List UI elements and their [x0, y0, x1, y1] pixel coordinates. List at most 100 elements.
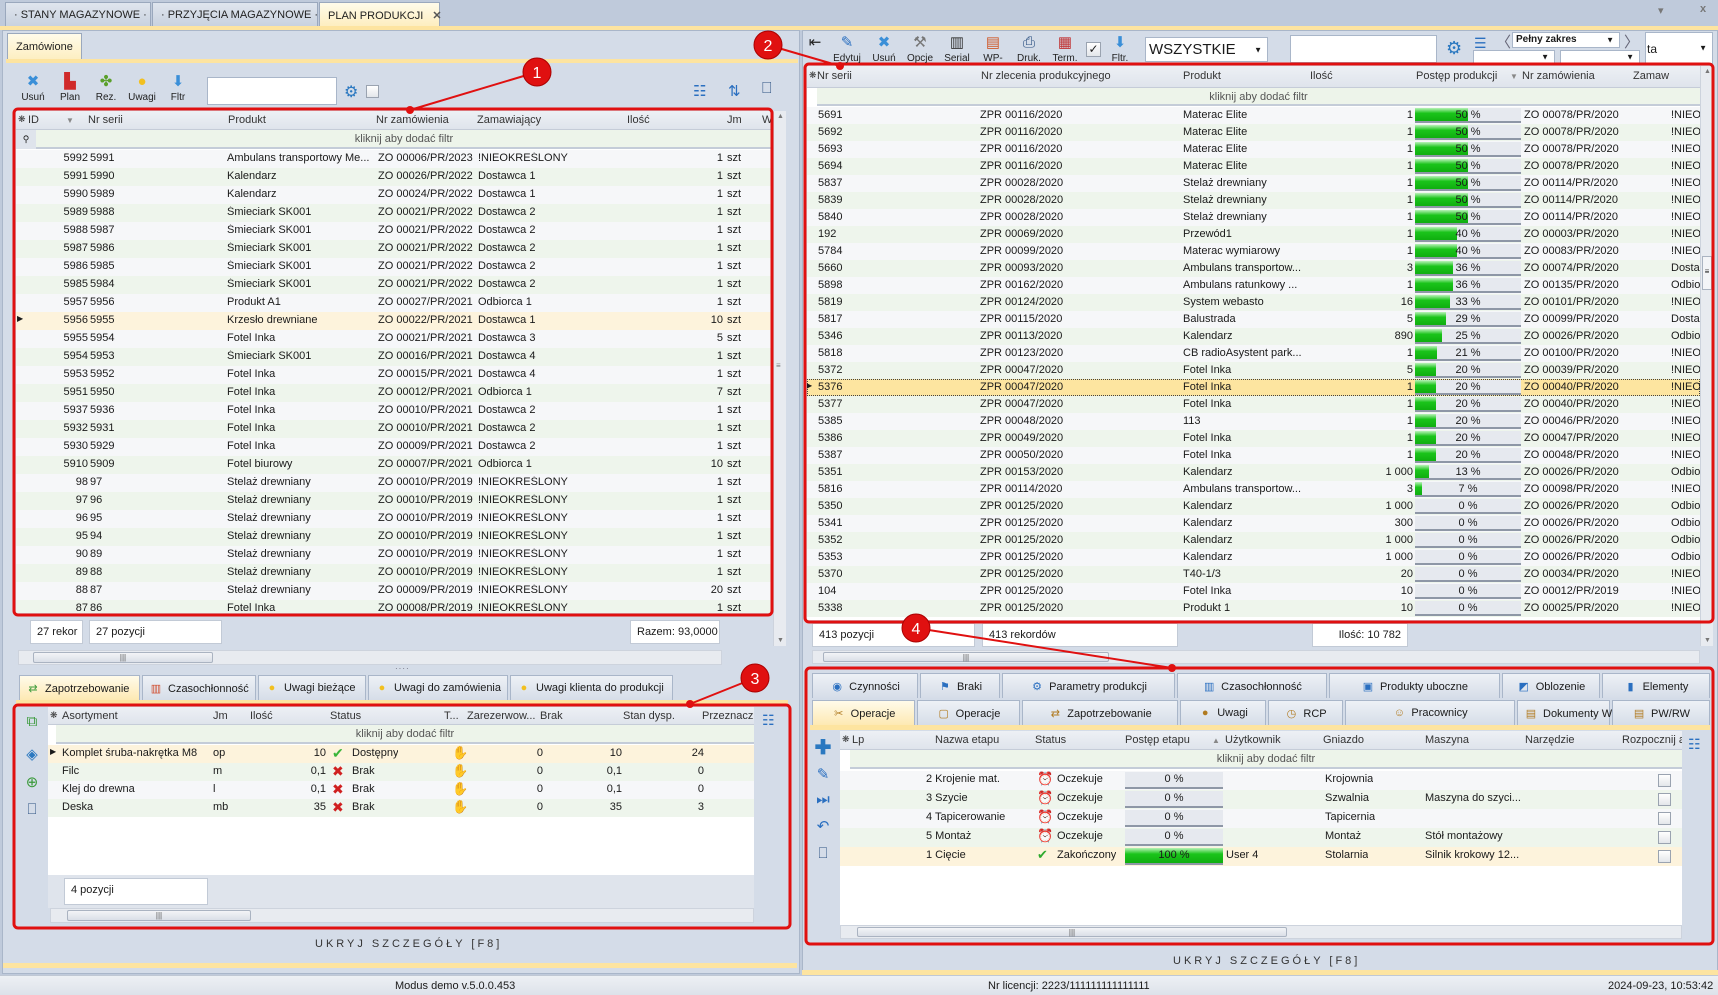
table-row[interactable]: ▶ 5956 5955 Krzesło drewniane ZO 00022/PR/20… — [16, 312, 772, 330]
start-checkbox[interactable] — [1658, 812, 1671, 825]
table-row[interactable]: 5691 ZPR 00116/2020 Materac Elite 1 50 % ZO 0… — [807, 107, 1700, 124]
start-checkbox[interactable] — [1658, 831, 1671, 844]
column-header[interactable]: Produkt — [228, 114, 266, 126]
filter-checkbox[interactable]: ✓ — [1086, 42, 1101, 57]
column-header[interactable]: Nr zlecenia produkcyjnego — [981, 70, 1111, 82]
table-row[interactable]: 5957 5956 Produkt A1 ZO 00027/PR/2021 Odbior… — [16, 294, 772, 312]
column-header[interactable]: Zamaw — [1633, 70, 1670, 82]
column-header[interactable]: Status — [330, 710, 362, 722]
column-header[interactable]: W — [762, 114, 772, 126]
table-row[interactable]: 5837 ZPR 00028/2020 Stelaż drewniany 1 50 % Z… — [807, 175, 1700, 192]
next-range-button[interactable]: 〉 — [1624, 34, 1640, 51]
table-row[interactable]: 5989 5988 Śmieciark SK001 ZO 00021/PR/2022 D… — [16, 204, 772, 222]
tab-uwagi-klienta-do-produkcji[interactable]: ● Uwagi klienta do produkcji — [510, 675, 673, 700]
hide-details-button[interactable]: UKRYJ SZCZEGÓŁY [F8] — [315, 938, 503, 950]
table-row[interactable]: 5784 ZPR 00099/2020 Materac wymiarowy 1 40 %… — [807, 243, 1700, 260]
column-header[interactable]: Nr zamówienia — [1522, 70, 1595, 82]
add-document-icon[interactable]: ⊕ — [25, 774, 39, 791]
toolbar-button-fltr[interactable]: ⬇ Fltr. — [1103, 33, 1137, 64]
toolbar-button-plan[interactable]: ▙ Plan — [53, 72, 87, 103]
table-row[interactable]: 192 ZPR 00069/2020 Przewód1 1 40 % ZO 00003/P… — [807, 226, 1700, 243]
table-row[interactable]: 5353 ZPR 00125/2020 Kalendarz 1 000 0 % ZO 00… — [807, 549, 1700, 566]
list-settings-icon[interactable]: ☷ — [693, 83, 707, 100]
doc-tab-przyjecia-magazynowe[interactable]: · PRZYJĘCIA MAGAZYNOWE · — [152, 2, 318, 26]
table-row[interactable]: 3 Szycie ⏰ Oczekuje 0 % Szwalnia Maszyna do s… — [840, 790, 1682, 809]
toolbar-button-edytuj[interactable]: ✎ Edytuj — [830, 33, 864, 64]
filter-row[interactable]: kliknij aby dodać filtr — [56, 725, 754, 744]
toolbar-button-term[interactable]: ▦ Term. — [1048, 33, 1082, 64]
column-header[interactable]: Zamawiający — [477, 114, 542, 126]
status-select[interactable]: WSZYSTKIE ▼ — [1145, 37, 1268, 62]
toolbar-button-usuń[interactable]: ✖ Usuń — [16, 72, 50, 103]
column-header[interactable]: Narzędzie — [1525, 734, 1575, 746]
column-header[interactable]: Maszyna — [1425, 734, 1470, 746]
group-icon[interactable]: ☰ — [1474, 35, 1487, 51]
table-row[interactable]: 5992 5991 Ambulans transportowy Me... ZO 00… — [16, 150, 772, 168]
column-header[interactable]: Lp — [852, 734, 865, 746]
column-header[interactable]: Status — [1035, 734, 1067, 746]
layout-icon[interactable]: ⎕ — [818, 845, 828, 862]
dropdown-icon[interactable]: ▾ — [1658, 5, 1664, 17]
table-row[interactable]: 5338 ZPR 00125/2020 Produkt 1 10 0 % ZO 00025… — [807, 600, 1700, 617]
refresh-icon[interactable]: ⇅ — [728, 83, 741, 100]
tab-czasochłonność[interactable]: ▥ Czasochłonność — [1177, 673, 1327, 698]
splitter-handle[interactable]: ···· — [395, 664, 410, 673]
horizontal-scrollbar[interactable]: ||| — [50, 908, 754, 923]
close-icon[interactable]: ✕ — [432, 10, 442, 22]
column-header[interactable]: Ilość — [1310, 70, 1333, 82]
column-header[interactable]: ID — [28, 114, 39, 126]
table-row[interactable]: 5386 ZPR 00049/2020 Fotel Inka 1 20 % ZO 0004… — [807, 430, 1700, 447]
column-header[interactable]: T... — [444, 710, 459, 722]
column-header[interactable]: Nr serii — [817, 70, 852, 82]
table-row[interactable]: 5953 5952 Fotel Inka ZO 00015/PR/2021 Dostaw… — [16, 366, 772, 384]
toolbar-button-uwagi[interactable]: ● Uwagi — [125, 72, 159, 103]
tab-pracownicy[interactable]: ☺ Pracownicy — [1345, 700, 1515, 725]
table-row[interactable]: Filc m 0,1 ✖ Brak ✋ 0 0,1 0 — [48, 763, 754, 781]
tab-oblozenie[interactable]: ◩ Oblozenie — [1502, 673, 1600, 698]
column-header[interactable]: Nazwa etapu — [935, 734, 1000, 746]
table-row[interactable]: 97 96 Stelaż drewniany ZO 00010/PR/2019 !NIE… — [16, 492, 772, 510]
table-row[interactable]: Klej do drewna l 0,1 ✖ Brak ✋ 0 0,1 0 — [48, 781, 754, 799]
table-row[interactable]: 5932 5931 Fotel Inka ZO 00010/PR/2021 Dostaw… — [16, 420, 772, 438]
table-row[interactable]: 5898 ZPR 00162/2020 Ambulans ratunkowy ...… — [807, 277, 1700, 294]
table-row[interactable]: 5930 5929 Fotel Inka ZO 00009/PR/2021 Dostaw… — [16, 438, 772, 456]
table-row[interactable]: 5693 ZPR 00116/2020 Materac Elite 1 50 % ZO 0… — [807, 141, 1700, 158]
close-icon[interactable]: x — [1700, 3, 1707, 15]
table-row[interactable]: 104 ZPR 00125/2020 Fotel Inka 10 0 % ZO 00012… — [807, 583, 1700, 600]
table-row[interactable]: 5341 ZPR 00125/2020 Kalendarz 300 0 % ZO 0002… — [807, 515, 1700, 532]
table-row[interactable]: 87 86 Fotel Inka ZO 00008/PR/2019 !NIEOKREŚL… — [16, 600, 772, 613]
hand-icon[interactable]: ✋ — [452, 799, 469, 814]
toolbar-button-exit[interactable]: ⇤ — [798, 33, 832, 53]
list-settings-icon[interactable]: ☷ — [762, 712, 775, 728]
add-icon[interactable]: ✚ — [814, 737, 832, 759]
table-row[interactable]: 5660 ZPR 00093/2020 Ambulans transportow..… — [807, 260, 1700, 277]
table-row[interactable]: 4 Tapicerowanie ⏰ Oczekuje 0 % Tapicernia — [840, 809, 1682, 828]
table-row[interactable]: 5816 ZPR 00114/2020 Ambulans transportow..… — [807, 481, 1700, 498]
table-row[interactable]: 5817 ZPR 00115/2020 Balustrada 5 29 % ZO 0009… — [807, 311, 1700, 328]
horizontal-scrollbar[interactable]: ||| — [18, 650, 722, 665]
hand-icon[interactable]: ✋ — [452, 745, 469, 760]
column-header[interactable]: Jm — [213, 710, 228, 722]
table-row[interactable]: Deska mb 35 ✖ Brak ✋ 0 35 3 — [48, 799, 754, 817]
table-row[interactable]: ▶ 5376 ZPR 00047/2020 Fotel Inka 1 20 % ZO 000… — [807, 379, 1700, 396]
add-copy-icon[interactable]: ⧉ — [26, 713, 38, 730]
layers-icon[interactable]: ◈ — [26, 746, 38, 763]
tab-uwagi[interactable]: ● Uwagi — [1180, 700, 1266, 725]
hand-icon[interactable]: ✋ — [452, 763, 469, 778]
column-header[interactable]: Ilość — [250, 710, 273, 722]
table-row[interactable]: 5377 ZPR 00047/2020 Fotel Inka 1 20 % ZO 0004… — [807, 396, 1700, 413]
toolbar-button-druk[interactable]: ⎙ Druk. — [1012, 33, 1046, 64]
table-row[interactable]: 90 89 Stelaż drewniany ZO 00010/PR/2019 !NIE… — [16, 546, 772, 564]
column-header[interactable]: Gniazdo — [1323, 734, 1364, 746]
column-header[interactable]: Nr serii — [88, 114, 123, 126]
tab-czasochłonność[interactable]: ▥ Czasochłonność — [142, 675, 256, 700]
column-header[interactable]: Postęp etapu — [1125, 734, 1190, 746]
tab-zapotrzebowanie[interactable]: ⇄ Zapotrzebowanie — [1022, 700, 1178, 725]
table-row[interactable]: 5352 ZPR 00125/2020 Kalendarz 1 000 0 % ZO 00… — [807, 532, 1700, 549]
toolbar-button-fltr[interactable]: ⬇ Fltr — [161, 72, 195, 103]
toolbar-button-serial[interactable]: ▥ Serial — [940, 33, 974, 64]
table-row[interactable]: 5692 ZPR 00116/2020 Materac Elite 1 50 % ZO 0… — [807, 124, 1700, 141]
column-header[interactable]: Rozpocznij a — [1622, 734, 1682, 746]
gear-icon[interactable]: ⚙ — [344, 84, 359, 101]
